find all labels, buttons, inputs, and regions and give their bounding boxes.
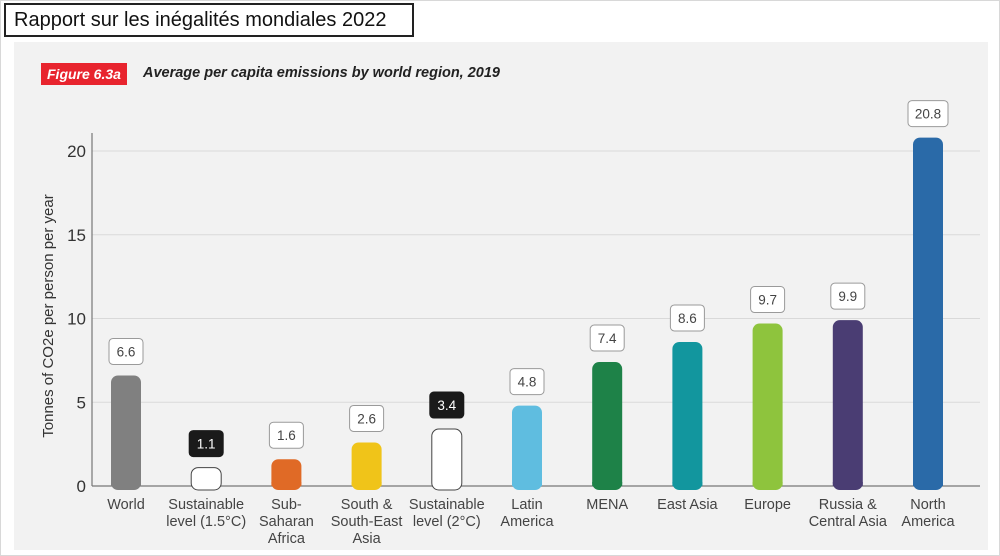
- value-label-box: [509, 368, 545, 396]
- y-tick-label: 20: [67, 142, 86, 161]
- category-label-line: Sustainable: [168, 497, 244, 513]
- category-label-line: North: [910, 497, 945, 513]
- category-label-line: level (1.5°C): [166, 514, 246, 530]
- value-label-box: [268, 421, 304, 449]
- category-label-line: Saharan: [259, 514, 314, 530]
- bar-base: [351, 482, 382, 486]
- y-tick-label: 5: [77, 393, 86, 412]
- bar-base: [672, 482, 703, 486]
- category-label-line: MENA: [586, 497, 628, 513]
- bar: [913, 137, 943, 490]
- y-tick-label: 0: [77, 477, 86, 496]
- value-label: 20.8: [915, 107, 941, 122]
- report-title: Rapport sur les inégalités mondiales 202…: [4, 3, 414, 37]
- category-label-line: South-East: [331, 514, 403, 530]
- category-label-line: America: [500, 514, 554, 530]
- category-label: South & South-East Asia: [331, 497, 403, 547]
- bar: [431, 428, 463, 491]
- value-label-box: [188, 430, 224, 458]
- category-label-line: East Asia: [657, 497, 718, 513]
- value-label-box: [907, 100, 949, 128]
- category-label: Russia & Central Asia: [809, 497, 888, 530]
- value-label-box: [669, 304, 705, 332]
- bar-base: [913, 482, 943, 486]
- value-label-box: [750, 286, 786, 314]
- bar: [592, 362, 623, 490]
- bar: [111, 375, 141, 490]
- category-label-line: Sub-: [271, 497, 302, 513]
- figure-caption: Average per capita emissions by world re…: [143, 65, 500, 81]
- value-label-box: [108, 337, 144, 365]
- value-label: 8.6: [678, 311, 697, 326]
- category-label-line: Africa: [268, 531, 306, 547]
- value-label: 9.7: [758, 293, 777, 308]
- chart-panel: [14, 42, 988, 550]
- category-label: MENA: [586, 497, 628, 513]
- category-label: Sustainable level (1.5°C): [166, 497, 246, 530]
- bar: [512, 405, 542, 490]
- value-label-box: [349, 404, 385, 432]
- category-label-line: Asia: [352, 531, 381, 547]
- bar: [351, 442, 382, 490]
- category-label: World: [107, 497, 145, 513]
- category-label: East Asia: [657, 497, 718, 513]
- category-label-line: Latin: [511, 497, 542, 513]
- bar-base: [752, 482, 783, 486]
- value-label: 1.6: [277, 428, 296, 443]
- bar: [190, 467, 222, 491]
- category-label: Sustainable level (2°C): [409, 497, 485, 530]
- value-label-box: [830, 282, 866, 310]
- y-tick-label: 10: [67, 310, 86, 329]
- bar: [832, 320, 863, 490]
- category-label-line: Europe: [744, 497, 791, 513]
- category-label: North America: [901, 497, 955, 530]
- category-label-line: Sustainable: [409, 497, 485, 513]
- value-label: 1.1: [197, 437, 216, 452]
- category-label-line: South &: [341, 497, 393, 513]
- value-label: 6.6: [117, 344, 136, 359]
- bar: [752, 323, 783, 490]
- category-label: Latin America: [500, 497, 554, 530]
- bar-base: [832, 482, 863, 486]
- y-tick-label: 15: [67, 226, 86, 245]
- category-label: Sub-Saharan Africa: [259, 497, 314, 547]
- category-label-line: America: [901, 514, 955, 530]
- value-label: 4.8: [518, 375, 537, 390]
- value-label: 9.9: [838, 289, 857, 304]
- bar-base: [111, 482, 141, 486]
- value-label: 2.6: [357, 411, 376, 426]
- category-label-line: level (2°C): [413, 514, 481, 530]
- value-label: 3.4: [437, 398, 456, 413]
- value-label-box: [589, 324, 625, 352]
- y-axis-title: Tonnes of CO2e per person per year: [40, 194, 57, 437]
- bar: [672, 341, 703, 490]
- category-label-line: World: [107, 497, 145, 513]
- bar-base: [592, 482, 623, 486]
- bar-base: [271, 482, 302, 486]
- bar-base: [512, 482, 542, 486]
- value-label: 7.4: [598, 331, 617, 346]
- category-label: Europe: [744, 497, 791, 513]
- figure-badge: Figure 6.3a: [41, 63, 127, 85]
- category-label-line: Russia &: [819, 497, 877, 513]
- category-label-line: Central Asia: [809, 514, 888, 530]
- value-label-box: [429, 391, 465, 419]
